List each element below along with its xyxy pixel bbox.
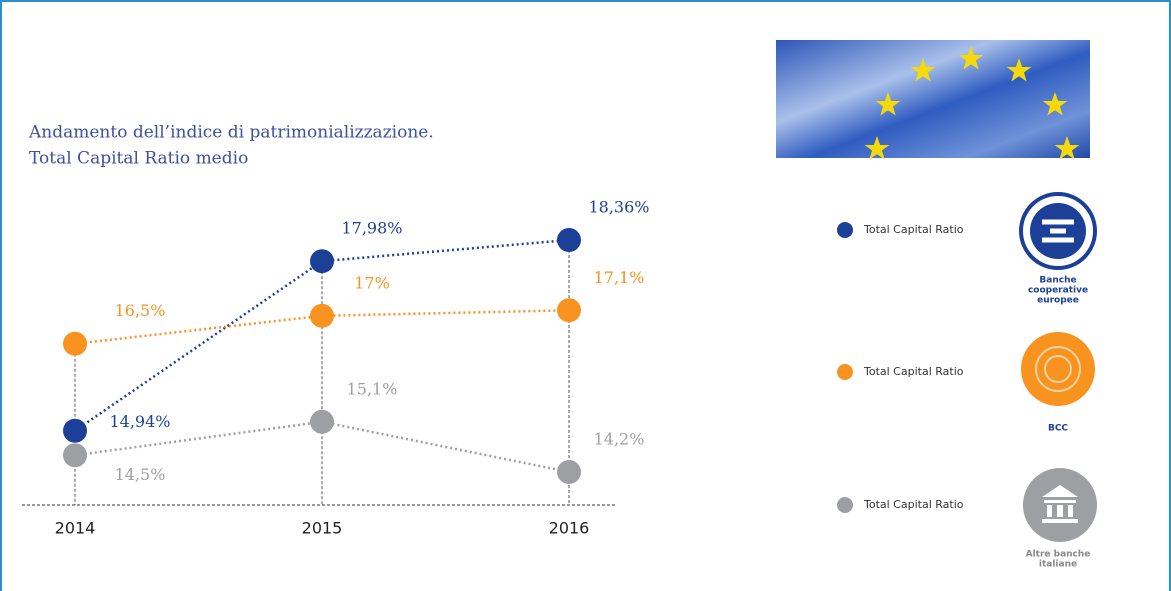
value-label: 14,94% <box>109 412 170 431</box>
data-point <box>557 460 581 484</box>
logo-label: Banche <box>1039 276 1076 286</box>
x-tick-label: 2016 <box>549 519 590 538</box>
value-label: 14,2% <box>594 430 645 449</box>
value-label: 18,36% <box>588 198 649 217</box>
legend-marker <box>837 222 853 238</box>
data-point <box>557 298 581 322</box>
data-point <box>63 332 87 356</box>
value-label: 17,1% <box>594 268 645 287</box>
logo-label: italiane <box>1039 560 1077 570</box>
value-label: 17% <box>354 273 390 292</box>
logo-1 <box>1021 194 1095 268</box>
x-tick-label: 2014 <box>55 519 96 538</box>
logo-label: cooperative <box>1028 286 1088 296</box>
data-point <box>63 443 87 467</box>
chart-title: Andamento dell’indice di patrimonializza… <box>28 123 434 143</box>
logo-3 <box>1023 468 1097 542</box>
legend-label: Total Capital Ratio <box>863 365 964 378</box>
legend-label: Total Capital Ratio <box>863 223 964 236</box>
chart-title: Total Capital Ratio medio <box>29 149 248 169</box>
value-label: 15,1% <box>347 379 398 398</box>
data-point <box>310 304 334 328</box>
x-tick-label: 2015 <box>302 519 343 538</box>
data-point <box>557 228 581 252</box>
value-label: 14,5% <box>115 465 166 484</box>
chart: Andamento dell’indice di patrimonializza… <box>2 2 1169 591</box>
logo-label: BCC <box>1048 424 1068 434</box>
value-label: 16,5% <box>115 301 166 320</box>
logo-label: europee <box>1037 296 1079 306</box>
frame: Andamento dell’indice di patrimonializza… <box>0 0 1171 591</box>
data-point <box>63 419 87 443</box>
data-point <box>310 249 334 273</box>
logo-2 <box>1021 332 1095 406</box>
flag <box>776 40 1090 160</box>
value-label: 17,98% <box>341 219 402 238</box>
legend-marker <box>837 497 853 513</box>
data-point <box>310 410 334 434</box>
legend-label: Total Capital Ratio <box>863 498 964 511</box>
logo-label: Altre banche <box>1026 550 1091 560</box>
legend-marker <box>837 364 853 380</box>
